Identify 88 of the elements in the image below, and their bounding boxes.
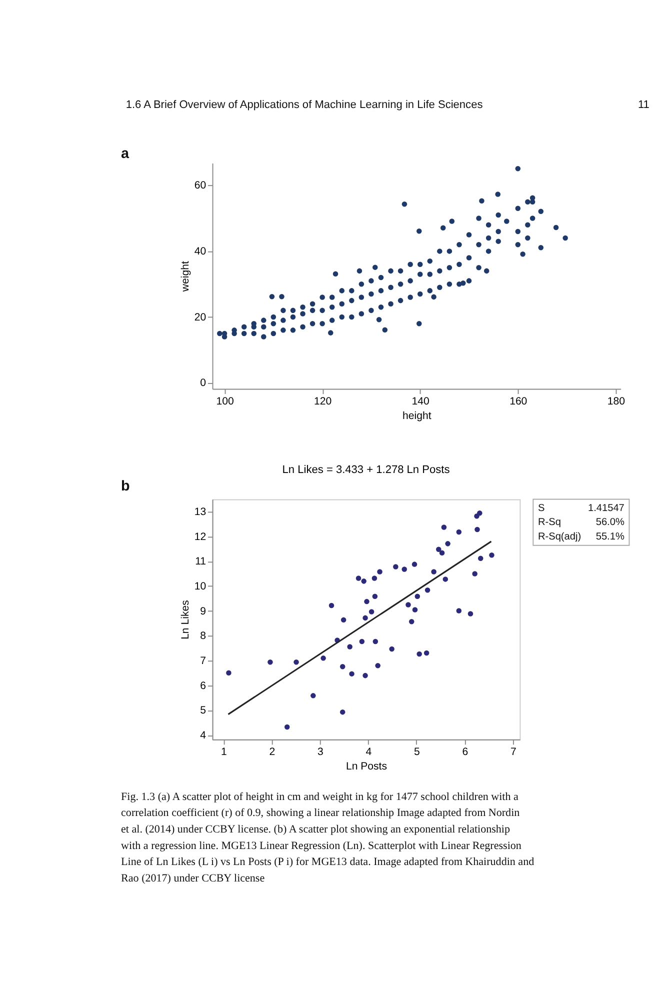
point (424, 588, 430, 593)
point (294, 660, 299, 665)
point (375, 663, 380, 668)
y-tick-label: 7 (200, 655, 206, 668)
point (441, 524, 447, 530)
point (284, 724, 290, 730)
x-tick-label: 1 (220, 746, 227, 758)
y-tick-label: 40 (194, 246, 206, 258)
point (377, 569, 382, 574)
x-axis-title: height (402, 410, 432, 422)
x-tick-label: 140 (412, 396, 430, 408)
point (372, 594, 378, 599)
text: 11 (638, 99, 650, 112)
x-tick-label: 5 (414, 746, 420, 758)
point (474, 526, 480, 532)
point (439, 550, 445, 556)
x-tick-label: 100 (216, 396, 234, 408)
point (389, 646, 394, 652)
point (436, 546, 442, 552)
x-tick-label: 7 (510, 746, 516, 758)
point (416, 651, 422, 657)
point (408, 619, 414, 624)
point (478, 556, 484, 561)
point (406, 602, 411, 608)
y-axis-title: Ln Likes (180, 600, 192, 640)
point (362, 672, 368, 678)
point (472, 571, 478, 576)
x-tick-label: 2 (269, 746, 276, 758)
text: S 1.41547 (538, 502, 624, 514)
point (320, 656, 326, 661)
point (310, 693, 316, 698)
y-tick-label: 8 (200, 630, 206, 642)
y-tick-label: 10 (194, 580, 206, 593)
caption: Fig. 1.3 (a) A scatter plot of height in cm and weight in kg for 1477 school children with a correlation coefficient (r) of 0.9, showing a linear relationship Image adapted from Nordin et al. (2014) under CCBY license. (b) A scatter plot showing an exponential relationship with a regression line. MGE13 Linear Regression (Ln). Scatterplot with Linear Regression Line of Ln Likes (L i) vs Ln Posts (P i) for MGE13 data. Image adapted from Khairuddin and Rao (2017) under CCBY license (121, 790, 535, 885)
point (362, 615, 368, 621)
point (368, 609, 374, 614)
point (489, 552, 494, 558)
x-tick-label: 6 (462, 746, 468, 758)
point (477, 510, 482, 516)
point (431, 569, 436, 574)
point (361, 578, 366, 584)
x-axis-title: Ln Posts (346, 760, 388, 773)
point (340, 617, 346, 623)
x-tick-label: 4 (366, 746, 372, 758)
point (424, 650, 430, 656)
point (340, 664, 346, 670)
point (356, 576, 362, 581)
y-tick-label: 9 (200, 605, 206, 618)
x-tick-label: 160 (510, 396, 528, 408)
y-tick-label: 20 (194, 311, 206, 324)
text: R-Sq 56.0% (538, 517, 624, 528)
point (412, 607, 418, 612)
x-tick-label: 120 (314, 396, 332, 408)
y-tick-label: 60 (194, 180, 206, 192)
text: a (121, 146, 130, 162)
text: R-Sq(adj) 55.1% (538, 532, 624, 543)
point (347, 644, 352, 650)
x-tick-label: 180 (607, 396, 626, 408)
point (364, 598, 370, 604)
point (445, 541, 450, 546)
point (349, 671, 354, 676)
y-tick-label: 4 (200, 730, 206, 742)
chart-title: Ln Likes = 3.433 + 1.278 Ln Posts (282, 464, 450, 476)
point (468, 611, 474, 616)
y-tick-label: 5 (200, 704, 206, 717)
point (328, 602, 334, 608)
text: 1.6 A Brief Overview of Applications of Machine Learning in Life Sciences (126, 99, 484, 112)
point (402, 566, 407, 572)
point (372, 576, 378, 581)
y-tick-label: 0 (200, 377, 206, 390)
point (414, 594, 420, 599)
text: b (121, 478, 130, 495)
point (412, 562, 418, 567)
x-tick-label: 3 (317, 746, 324, 758)
point (442, 576, 448, 582)
y-tick-label: 13 (194, 506, 206, 518)
point (372, 638, 378, 644)
y-tick-label: 6 (200, 680, 206, 692)
point (226, 670, 232, 676)
point (456, 529, 462, 535)
point (456, 608, 462, 614)
y-tick-label: 11 (195, 556, 206, 568)
y-tick-label: 12 (194, 530, 206, 543)
point (340, 709, 346, 715)
y-axis-title: weight (180, 261, 192, 293)
point (359, 638, 365, 644)
point (393, 564, 398, 570)
point (268, 660, 273, 665)
